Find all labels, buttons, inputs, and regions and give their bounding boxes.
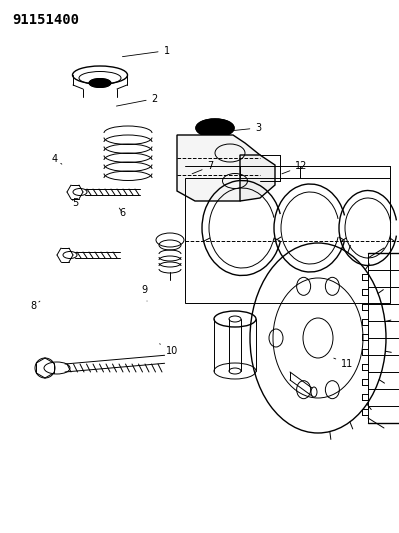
Text: 10: 10	[160, 344, 178, 356]
Text: 3: 3	[220, 123, 261, 133]
Text: 11: 11	[334, 358, 354, 368]
Polygon shape	[240, 155, 275, 201]
Text: 4: 4	[52, 154, 62, 164]
Ellipse shape	[196, 119, 234, 137]
Ellipse shape	[89, 78, 111, 87]
Text: 5: 5	[72, 198, 78, 207]
Bar	[185, 178, 390, 303]
Text: 91151400: 91151400	[12, 13, 79, 27]
Text: 1: 1	[122, 46, 170, 56]
Text: 8: 8	[30, 301, 40, 311]
Text: 7: 7	[192, 161, 214, 174]
Text: 9: 9	[142, 286, 148, 301]
Text: 12: 12	[282, 161, 308, 174]
Polygon shape	[177, 135, 260, 201]
Text: 2: 2	[117, 94, 158, 106]
Text: 6: 6	[119, 208, 126, 218]
